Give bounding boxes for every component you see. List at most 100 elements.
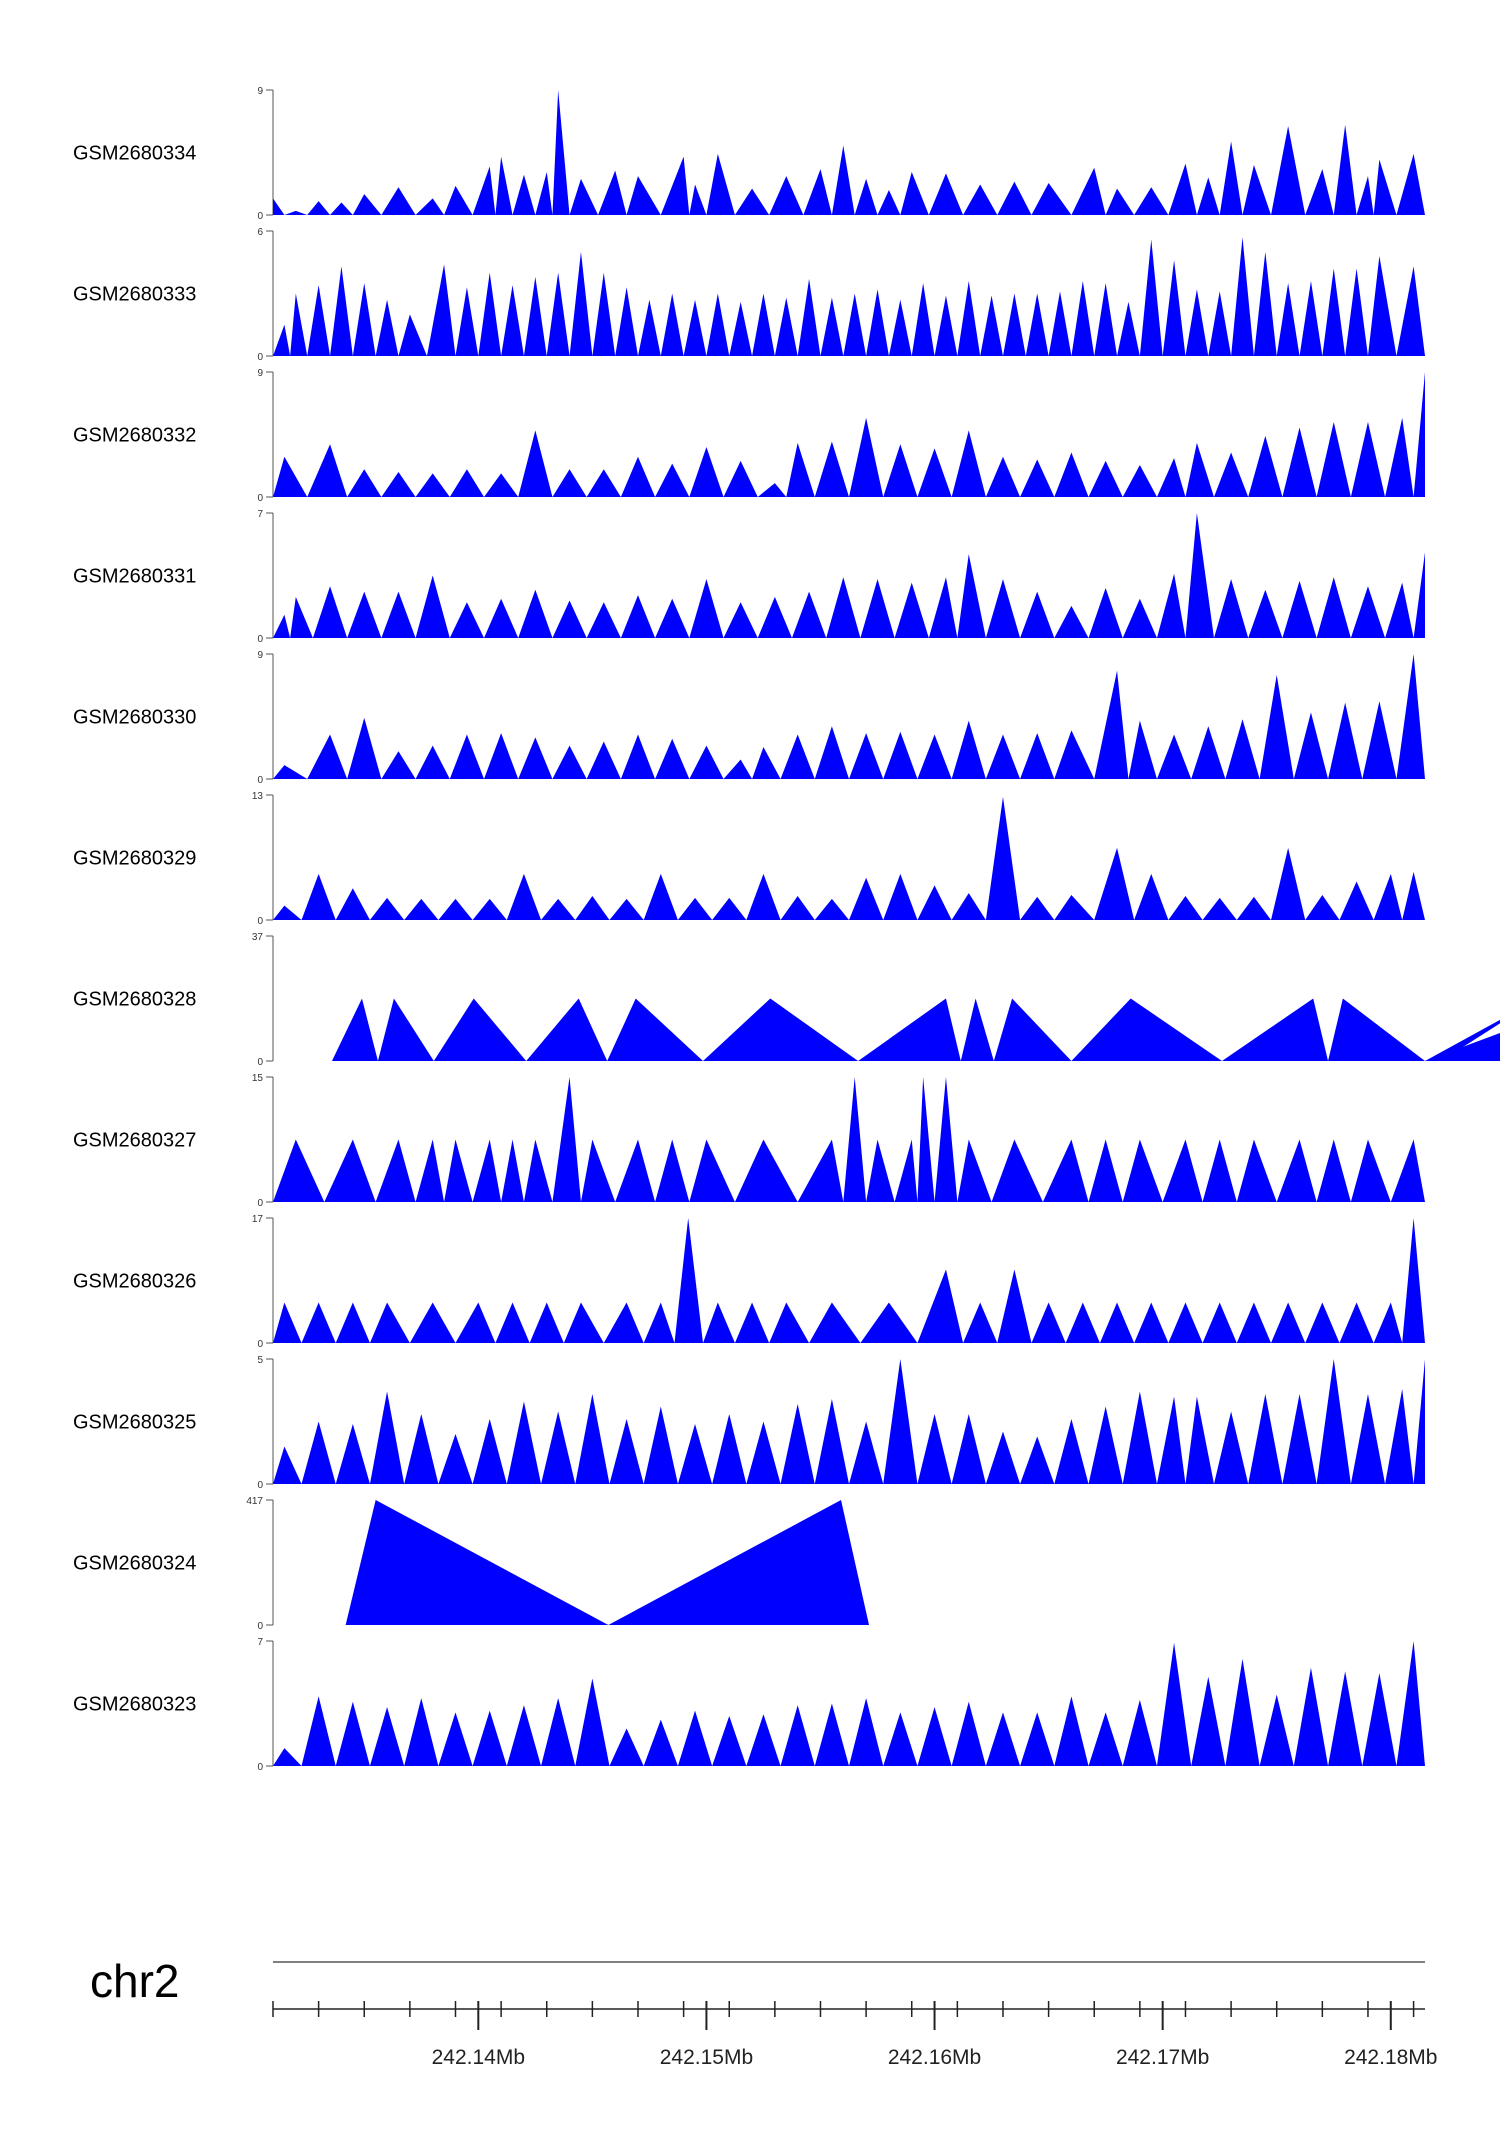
ymin-label: 0 — [257, 1480, 263, 1491]
coverage-peak — [273, 1748, 302, 1766]
coverage-peak — [377, 998, 434, 1061]
coverage-peak — [866, 1139, 895, 1202]
coverage-peak — [655, 598, 690, 638]
coverage-peak — [1031, 183, 1072, 215]
coverage-peak — [1088, 1139, 1123, 1202]
ymin-label: 0 — [257, 775, 263, 786]
coverage-peak — [791, 591, 827, 638]
coverage-peak — [849, 877, 884, 920]
coverage-peak — [369, 1707, 405, 1766]
coverage-peak — [1162, 260, 1186, 356]
coverage-peak — [797, 1139, 844, 1202]
ymin-label: 0 — [257, 1057, 263, 1068]
coverage-peak — [1259, 674, 1294, 779]
coverage-peak — [752, 747, 781, 779]
coverage-peak — [301, 1302, 336, 1343]
coverage-peak — [552, 1077, 581, 1202]
ymax-label: 13 — [252, 791, 264, 802]
coverage-peak — [689, 1139, 735, 1202]
coverage-peak — [1396, 266, 1425, 356]
coverage-peak — [1042, 1139, 1089, 1202]
ymin-label: 0 — [257, 916, 263, 927]
coverage-peak — [814, 441, 849, 497]
coverage-peak — [677, 1710, 713, 1766]
coverage-peak — [1271, 847, 1306, 920]
coverage-peak — [797, 278, 821, 356]
coverage-peak — [860, 1302, 918, 1343]
track-label: GSM2680334 — [73, 143, 196, 165]
coverage-peak — [1094, 670, 1129, 779]
coverage-peak — [723, 759, 753, 779]
coverage-peak — [620, 595, 656, 638]
coverage-peak — [1316, 577, 1351, 638]
coverage-peak — [1088, 1406, 1123, 1484]
coverage-peak — [643, 1719, 678, 1766]
coverage-peak — [1221, 998, 1329, 1061]
track-label: GSM2680328 — [73, 989, 196, 1011]
coverage-peak — [894, 582, 929, 638]
coverage-peak — [495, 156, 513, 215]
coverage-peak — [877, 190, 901, 215]
coverage-peak — [769, 176, 804, 215]
coverage-peak — [1185, 1396, 1214, 1484]
coverage-peak — [608, 1500, 870, 1625]
coverage-peak — [506, 1401, 542, 1484]
coverage-peak — [1054, 1419, 1089, 1484]
coverage-peak — [1305, 1302, 1340, 1343]
coverage-peak — [991, 1139, 1043, 1202]
coverage-peak — [1396, 654, 1425, 779]
coverage-peak — [1362, 701, 1397, 779]
coverage-peak — [1322, 268, 1346, 356]
coverage-peak — [928, 577, 958, 638]
coverage-peak — [620, 456, 656, 497]
coverage-peak — [934, 1077, 958, 1202]
coverage-peak — [347, 591, 382, 638]
coverage-peak — [523, 1139, 553, 1202]
coverage-peak — [883, 1712, 918, 1766]
coverage-peak — [1117, 301, 1140, 356]
coverage-peak — [951, 430, 986, 497]
coverage-peak — [273, 765, 308, 779]
coverage-peak — [1316, 1139, 1351, 1202]
coverage-peak — [689, 447, 724, 497]
ymax-label: 6 — [257, 227, 263, 238]
coverage-peak — [455, 287, 479, 356]
coverage-peak — [1168, 1302, 1203, 1343]
coverage-peak — [1122, 1699, 1157, 1766]
coverage-peak — [273, 198, 285, 215]
coverage-peak — [1236, 1302, 1272, 1343]
coverage-peak — [1402, 871, 1425, 920]
coverage-peak — [1293, 1667, 1329, 1766]
coverage-peak — [552, 469, 587, 497]
coverage-peak — [849, 1698, 884, 1766]
coverage-peak — [1191, 726, 1226, 779]
coverage-peak — [347, 717, 382, 779]
coverage-peak — [415, 1139, 445, 1202]
coverage-peak — [826, 577, 861, 638]
coverage-peak — [546, 272, 570, 356]
coverage-peak — [1122, 1391, 1157, 1484]
coverage-peak — [484, 598, 519, 638]
coverage-peak — [331, 998, 378, 1061]
coverage-peak — [951, 1414, 986, 1484]
coverage-peak — [381, 472, 416, 497]
coverage-peak — [518, 589, 553, 638]
coverage-peak — [541, 898, 576, 920]
coverage-peak — [375, 1139, 416, 1202]
coverage-peak — [1020, 459, 1055, 497]
coverage-peak — [620, 734, 656, 779]
coverage-peak — [757, 483, 787, 497]
track-label: GSM2680326 — [73, 1271, 196, 1293]
coverage-peak — [1156, 1396, 1186, 1484]
coverage-peak — [523, 276, 547, 356]
coverage-peak — [301, 1421, 336, 1484]
coverage-peak — [980, 295, 1003, 356]
coverage-peak — [1236, 896, 1272, 920]
coverage-peak — [398, 314, 427, 356]
coverage-peak — [917, 1077, 935, 1202]
coverage-peak — [335, 888, 370, 920]
coverage-peak — [569, 251, 593, 356]
coverage-peak — [1373, 1302, 1403, 1343]
coverage-peak — [1213, 452, 1249, 497]
coverage-peak — [1356, 176, 1374, 215]
